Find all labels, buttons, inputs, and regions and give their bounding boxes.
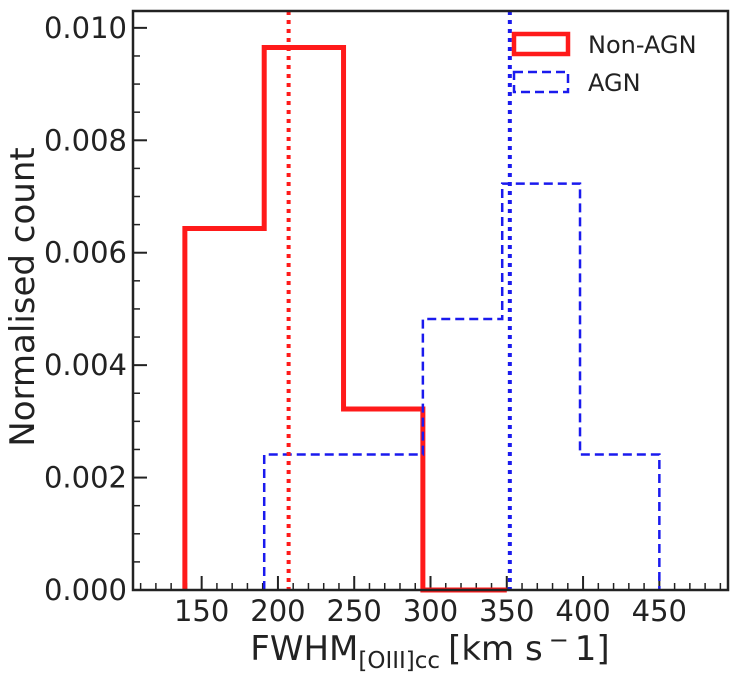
legend-label: Non-AGN — [588, 31, 697, 59]
y-tick-label: 0.006 — [44, 236, 127, 270]
x-tick-label: 250 — [327, 594, 382, 628]
x-tick-label: 400 — [555, 594, 610, 628]
plot-frame — [131, 9, 730, 592]
x-tick-label: 350 — [479, 594, 534, 628]
x-axis-label: FWHM[OIII]cc [km s −1] — [250, 626, 609, 674]
y-tick-label: 0.000 — [44, 573, 127, 607]
y-axis-label: Normalised count — [3, 147, 43, 446]
legend-label: AGN — [588, 69, 641, 97]
y-tick-label: 0.002 — [44, 461, 127, 495]
legend-swatch — [511, 31, 571, 57]
x-tick-label: 300 — [403, 594, 458, 628]
y-tick-label: 0.008 — [44, 123, 127, 157]
y-tick-label: 0.004 — [44, 348, 127, 382]
x-tick-label: 150 — [174, 594, 229, 628]
histogram-non-agn-outline — [182, 45, 507, 593]
legend: Non-AGN AGN — [511, 31, 697, 97]
x-axis-label-unit: [km s — [448, 629, 543, 669]
x-axis-label-subscript: [OIII]cc — [358, 648, 440, 674]
x-tick-label: 450 — [632, 594, 687, 628]
reference-lines — [286, 11, 512, 590]
x-axis-label-unit-end: 1] — [575, 629, 610, 669]
histogram-agn-outline — [262, 182, 661, 590]
x-axis-label-unit-sup: − — [549, 626, 569, 654]
y-tick-label: 0.010 — [44, 11, 127, 45]
histogram-series — [182, 45, 661, 593]
axis-ticks: 150 200 250 300 350 400 450 0.000 0.002 0.004 0.00… — [44, 11, 722, 628]
legend-swatch — [512, 70, 570, 94]
x-axis-label-main: FWHM — [250, 629, 358, 669]
x-tick-label: 200 — [250, 594, 305, 628]
